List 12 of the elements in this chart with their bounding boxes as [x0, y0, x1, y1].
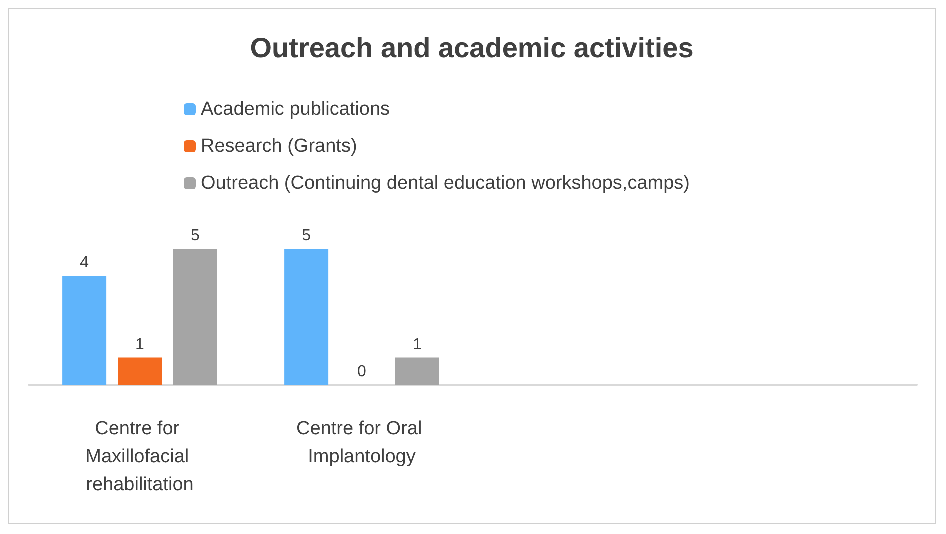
data-label: 1 — [412, 336, 422, 354]
data-label: 0 — [358, 364, 367, 380]
data-label: 5 — [302, 228, 312, 244]
legend-label: Academic publications — [201, 99, 390, 120]
x-tick-label: Centre for Maxillofacial rehabilitation — [86, 418, 194, 496]
legend-label: Outreach (Continuing dental education workshops,camps) — [201, 173, 690, 194]
x-tick-label: Centre for Oral Implantology — [296, 418, 428, 468]
data-label: 1 — [136, 336, 145, 354]
legend-label: Research (Grants) — [201, 136, 358, 157]
data-label: 5 — [190, 228, 200, 244]
chart-title: Outreach and academic activities — [250, 32, 694, 64]
data-label: 4 — [80, 254, 90, 272]
